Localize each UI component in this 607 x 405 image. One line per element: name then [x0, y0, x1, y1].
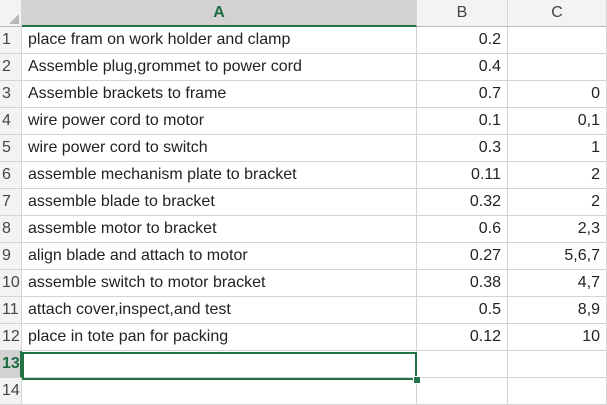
cell-c[interactable] — [508, 378, 607, 405]
row-header[interactable]: 8 — [0, 216, 22, 243]
cell-a[interactable]: assemble motor to bracket — [22, 216, 417, 243]
row-header[interactable]: 14 — [0, 378, 22, 405]
cell-a[interactable]: assemble switch to motor bracket — [22, 270, 417, 297]
table-row: 9 align blade and attach to motor 0.27 5,6,… — [0, 243, 607, 270]
cell-a[interactable]: assemble mechanism plate to bracket — [22, 162, 417, 189]
cell-c[interactable]: 0,1 — [508, 108, 607, 135]
table-row: 12 place in tote pan for packing 0.12 10 — [0, 324, 607, 351]
cell-c[interactable]: 2 — [508, 189, 607, 216]
cell-c[interactable]: 2,3 — [508, 216, 607, 243]
row-header[interactable]: 2 — [0, 54, 22, 81]
cell-b[interactable]: 0.2 — [417, 27, 508, 54]
table-row: 5 wire power cord to switch 0.3 1 — [0, 135, 607, 162]
cell-c[interactable] — [508, 27, 607, 54]
cell-a[interactable]: place in tote pan for packing — [22, 324, 417, 351]
cell-c[interactable] — [508, 54, 607, 81]
cell-a[interactable] — [22, 378, 417, 405]
cell-b[interactable]: 0.5 — [417, 297, 508, 324]
cell-b[interactable]: 0.27 — [417, 243, 508, 270]
cell-b[interactable] — [417, 378, 508, 405]
row-header[interactable]: 1 — [0, 27, 22, 54]
select-all-corner[interactable] — [0, 0, 22, 27]
cell-b[interactable]: 0.7 — [417, 81, 508, 108]
cell-a[interactable]: wire power cord to motor — [22, 108, 417, 135]
row-header[interactable]: 4 — [0, 108, 22, 135]
row-header[interactable]: 5 — [0, 135, 22, 162]
cell-a[interactable]: attach cover,inspect,and test — [22, 297, 417, 324]
cell-b[interactable]: 0.38 — [417, 270, 508, 297]
cell-b[interactable] — [417, 351, 508, 378]
row-header[interactable]: 13 — [0, 351, 22, 378]
cell-c[interactable]: 10 — [508, 324, 607, 351]
row-header[interactable]: 11 — [0, 297, 22, 324]
table-row: 4 wire power cord to motor 0.1 0,1 — [0, 108, 607, 135]
cell-a[interactable]: place fram on work holder and clamp — [22, 27, 417, 54]
cell-b[interactable]: 0.12 — [417, 324, 508, 351]
cell-b[interactable]: 0.6 — [417, 216, 508, 243]
table-row: 6 assemble mechanism plate to bracket 0.11… — [0, 162, 607, 189]
cell-b[interactable]: 0.32 — [417, 189, 508, 216]
row-header[interactable]: 3 — [0, 81, 22, 108]
cell-c[interactable]: 4,7 — [508, 270, 607, 297]
cell-c[interactable]: 5,6,7 — [508, 243, 607, 270]
select-all-triangle-icon — [9, 14, 19, 24]
table-row: 13 — [0, 351, 607, 378]
cell-b[interactable]: 0.4 — [417, 54, 508, 81]
table-row: 2 Assemble plug,grommet to power cord 0.4 — [0, 54, 607, 81]
table-row: 11 attach cover,inspect,and test 0.5 8,9 — [0, 297, 607, 324]
cell-b[interactable]: 0.11 — [417, 162, 508, 189]
row-header[interactable]: 10 — [0, 270, 22, 297]
cell-a[interactable] — [22, 351, 417, 378]
cell-a[interactable]: Assemble brackets to frame — [22, 81, 417, 108]
column-header-b[interactable]: B — [417, 0, 508, 27]
row-header[interactable]: 12 — [0, 324, 22, 351]
cell-c[interactable] — [508, 351, 607, 378]
cell-b[interactable]: 0.3 — [417, 135, 508, 162]
table-row: 8 assemble motor to bracket 0.6 2,3 — [0, 216, 607, 243]
table-row: 14 — [0, 378, 607, 405]
column-header-row: A B C — [0, 0, 607, 27]
row-header[interactable]: 7 — [0, 189, 22, 216]
cell-c[interactable]: 1 — [508, 135, 607, 162]
cell-b[interactable]: 0.1 — [417, 108, 508, 135]
cell-c[interactable]: 8,9 — [508, 297, 607, 324]
fill-handle[interactable] — [413, 376, 421, 384]
row-header[interactable]: 6 — [0, 162, 22, 189]
table-row: 3 Assemble brackets to frame 0.7 0 — [0, 81, 607, 108]
cell-c[interactable]: 2 — [508, 162, 607, 189]
cell-a[interactable]: align blade and attach to motor — [22, 243, 417, 270]
cell-c[interactable]: 0 — [508, 81, 607, 108]
table-row: 7 assemble blade to bracket 0.32 2 — [0, 189, 607, 216]
column-header-a[interactable]: A — [22, 0, 417, 27]
row-header[interactable]: 9 — [0, 243, 22, 270]
cell-a[interactable]: wire power cord to switch — [22, 135, 417, 162]
column-header-c[interactable]: C — [508, 0, 607, 27]
cell-a[interactable]: assemble blade to bracket — [22, 189, 417, 216]
table-row: 10 assemble switch to motor bracket 0.38 4,… — [0, 270, 607, 297]
table-row: 1 place fram on work holder and clamp 0.2 — [0, 27, 607, 54]
cell-a[interactable]: Assemble plug,grommet to power cord — [22, 54, 417, 81]
